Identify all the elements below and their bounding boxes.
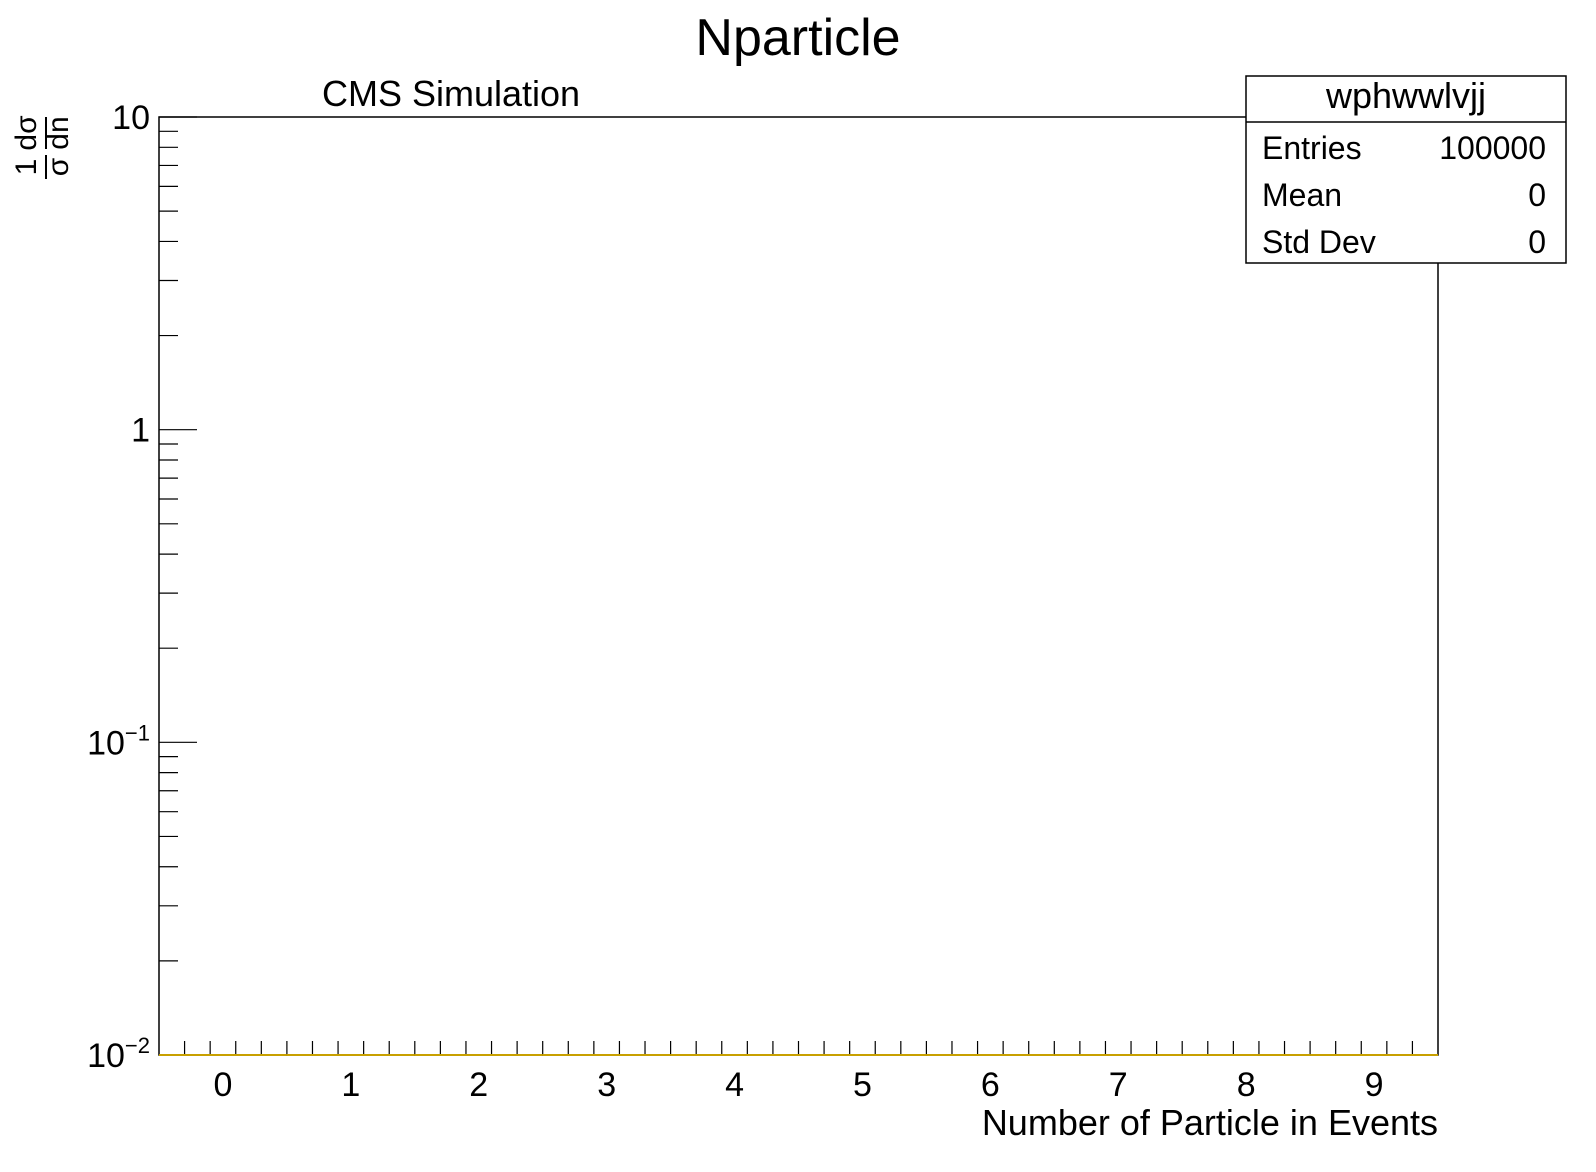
- y-label-numerator: 1: [10, 159, 43, 176]
- y-tick-label: 10: [112, 99, 150, 137]
- y-axis-ticks: [159, 116, 197, 1056]
- y-tick-label: 10−1: [87, 720, 150, 762]
- x-tick-label: 3: [597, 1066, 616, 1104]
- x-axis-ticks: [183, 1041, 1414, 1055]
- stats-entries-label: Entries: [1262, 130, 1362, 166]
- x-axis-label: Number of Particle in Events: [982, 1102, 1438, 1143]
- x-tick-label: 2: [469, 1066, 488, 1104]
- stats-entries-value: 100000: [1439, 130, 1546, 166]
- y-tick-labels: 10 1 10−1 10−2: [87, 99, 150, 1075]
- x-tick-label: 5: [853, 1066, 872, 1104]
- x-tick-label: 9: [1365, 1066, 1384, 1104]
- x-tick-label: 4: [725, 1066, 744, 1104]
- y-label-d-numerator: dσ: [10, 115, 43, 151]
- chart-title: Nparticle: [695, 9, 900, 67]
- y-tick-label: 10−2: [87, 1033, 150, 1075]
- x-tick-label: 7: [1109, 1066, 1128, 1104]
- x-tick-label: 0: [213, 1066, 232, 1104]
- stats-box: wphwwlvjj Entries 100000 Mean 0 Std Dev …: [1245, 75, 1567, 264]
- y-axis-label: 1 σ dσ dn: [10, 115, 75, 179]
- y-label-d-denominator: dn: [42, 116, 75, 149]
- x-tick-labels: 0 1 2 3 4 5 6 7 8 9: [213, 1066, 1383, 1104]
- stats-box-frame: [1245, 75, 1567, 264]
- cms-annotation: CMS Simulation: [322, 73, 580, 114]
- stats-stddev-label: Std Dev: [1262, 224, 1376, 260]
- stats-stddev-value: 0: [1528, 224, 1546, 260]
- stats-box-title: wphwwlvjj: [1325, 75, 1486, 116]
- y-tick-label: 1: [131, 412, 150, 450]
- x-tick-label: 6: [981, 1066, 1000, 1104]
- x-tick-label: 8: [1237, 1066, 1256, 1104]
- stats-mean-label: Mean: [1262, 177, 1342, 213]
- y-label-denominator: σ: [42, 157, 75, 176]
- x-tick-label: 1: [341, 1066, 360, 1104]
- stats-mean-value: 0: [1528, 177, 1546, 213]
